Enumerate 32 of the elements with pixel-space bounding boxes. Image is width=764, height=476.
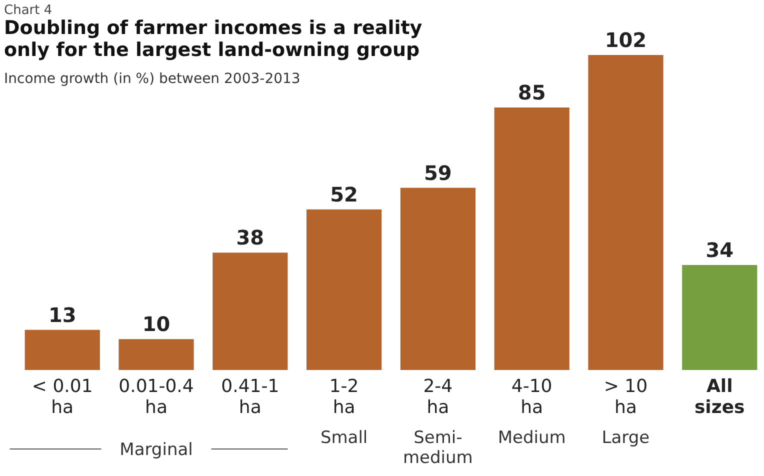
data-label: 10 [142,312,170,336]
data-label: 52 [330,182,358,206]
chart-title: Doubling of farmer incomes is a reality only for the largest land-owning group [4,17,423,61]
data-label: 38 [236,226,264,250]
text: Income growth (in %) between 2003-2013 [4,71,300,87]
x-tick-label: All sizes [694,376,745,418]
caption: Chart 4 [4,3,52,18]
x-tick-label: 0.01-0.4 ha [118,376,194,418]
x-tick-label: 4-10 ha [511,376,552,418]
x-tick-label: 1-2 ha [329,376,359,418]
x-tick-label: 2-4 ha [423,376,453,418]
bar [24,330,100,370]
bar [588,55,664,370]
bar [118,339,194,370]
x-tick-label: > 10 ha [604,376,648,418]
bar [400,188,476,370]
x-tick-label: 0.41-1 ha [221,376,280,418]
text: Large [602,428,650,448]
x-tick-label: < 0.01 ha [32,376,93,418]
data-label: 34 [706,238,734,262]
data-label: 59 [424,160,452,185]
bar [682,265,758,370]
bar [494,108,570,370]
text: Marginal [120,440,193,460]
text: Small [320,428,368,448]
data-label: 85 [518,80,546,104]
bar [306,209,382,370]
text: Medium [498,428,566,448]
data-label: 13 [48,302,76,327]
text: Semi-medium [403,428,473,468]
data-label: 102 [604,28,647,52]
bar [212,252,288,370]
